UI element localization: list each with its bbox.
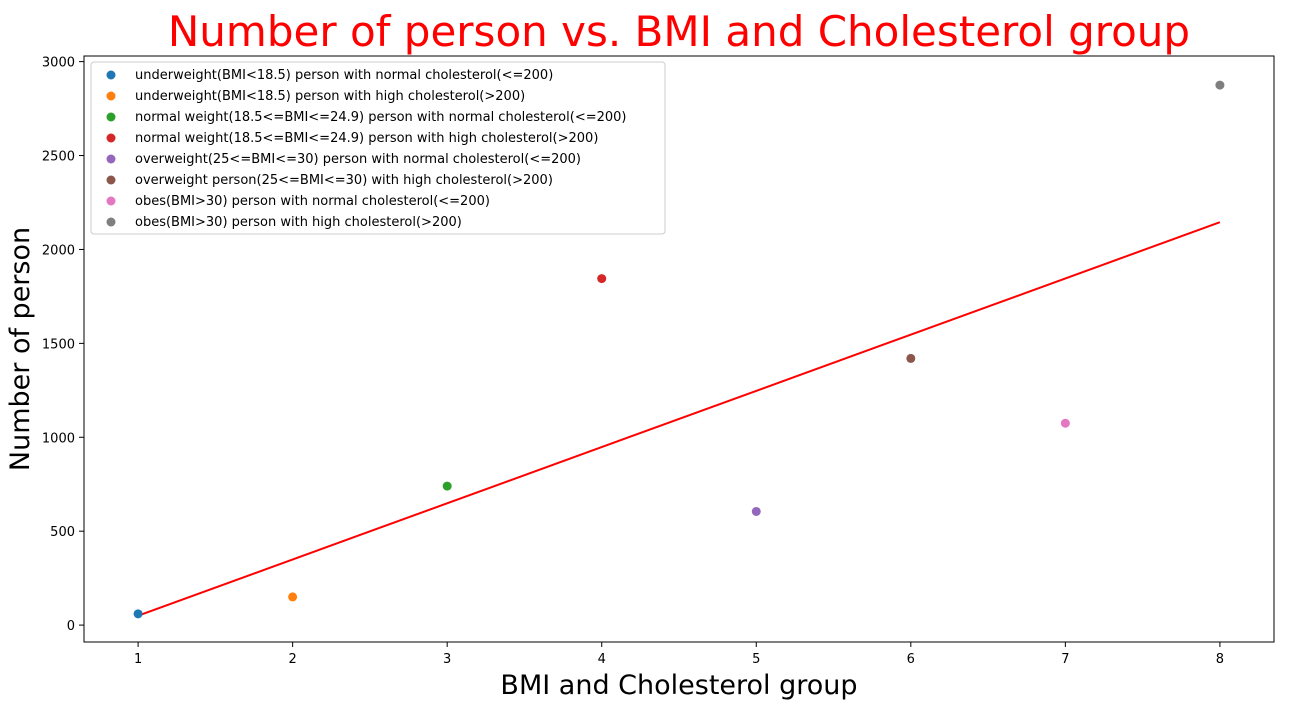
data-point <box>133 609 143 619</box>
legend-entry-label: underweight(BMI<18.5) person with normal… <box>135 68 553 83</box>
legend-entry-label: normal weight(18.5<=BMI<=24.9) person wi… <box>135 131 598 146</box>
legend: underweight(BMI<18.5) person with normal… <box>90 61 666 235</box>
legend-entry-label: normal weight(18.5<=BMI<=24.9) person wi… <box>135 110 627 125</box>
y-tick-label: 1000 <box>42 431 75 446</box>
legend-entry-label: obes(BMI>30) person with normal choleste… <box>135 194 490 209</box>
legend-frame <box>90 61 666 235</box>
y-tick-label: 0 <box>67 619 75 634</box>
x-tick-label: 8 <box>1216 652 1224 667</box>
legend-marker <box>106 70 116 80</box>
trend-line <box>137 221 1221 617</box>
data-point <box>751 506 761 516</box>
legend-entry-label: obes(BMI>30) person with high cholestero… <box>135 215 462 230</box>
legend-marker <box>106 196 116 206</box>
x-tick-label: 6 <box>907 652 915 667</box>
x-tick-label: 2 <box>288 652 296 667</box>
x-tick-label: 7 <box>1061 652 1069 667</box>
x-tick-label: 5 <box>752 652 760 667</box>
data-point <box>288 592 298 602</box>
data-point <box>442 481 452 491</box>
data-point <box>597 274 607 284</box>
y-axis-label: Number of person <box>5 227 36 471</box>
legend-entry-label: overweight(25<=BMI<=30) person with norm… <box>135 152 581 167</box>
data-point <box>1215 80 1225 90</box>
y-tick-label: 500 <box>50 525 75 540</box>
plot-frame <box>83 55 1275 643</box>
legend-marker <box>106 154 116 164</box>
x-tick-label: 4 <box>598 652 606 667</box>
legend-marker <box>106 175 116 185</box>
y-tick-label: 2500 <box>42 150 75 165</box>
y-tick-label: 2000 <box>42 243 75 258</box>
legend-marker <box>106 133 116 143</box>
legend-entry-label: underweight(BMI<18.5) person with high c… <box>135 89 525 104</box>
chart-title: Number of person vs. BMI and Cholesterol… <box>168 7 1190 56</box>
y-tick-label: 1500 <box>42 337 75 352</box>
axes: 1 2 3 4 5 6 7 8 0 500 1000 1500 2000 2500 3000 <box>42 56 1224 667</box>
legend-entry-label: overweight person(25<=BMI<=30) with high… <box>135 173 553 188</box>
x-axis-label: BMI and Cholesterol group <box>500 670 857 701</box>
y-tick-label: 3000 <box>42 56 75 71</box>
data-points <box>133 80 1225 619</box>
x-tick-label: 1 <box>134 652 142 667</box>
trend-line-group <box>137 221 1221 617</box>
legend-marker <box>106 112 116 122</box>
data-point <box>1060 418 1070 428</box>
legend-marker <box>106 217 116 227</box>
legend-marker <box>106 91 116 101</box>
x-tick-label: 3 <box>443 652 451 667</box>
data-point <box>906 353 916 363</box>
